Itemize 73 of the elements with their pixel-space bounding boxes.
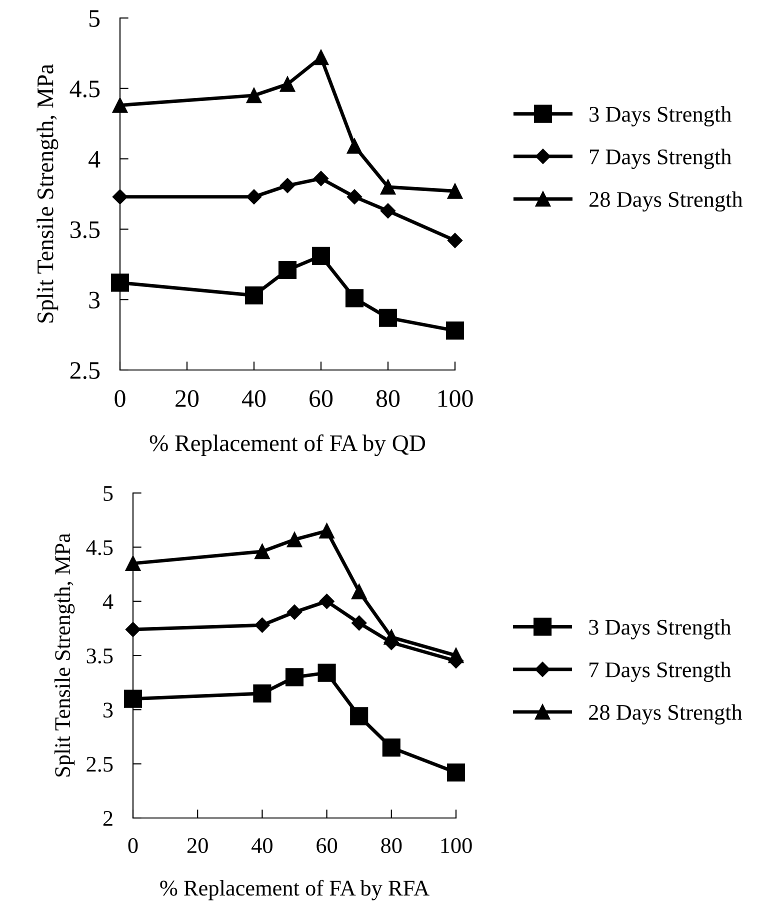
- x-tick-label: 100: [438, 390, 473, 408]
- point: [112, 189, 128, 204]
- x-tick-label: 40: [252, 838, 272, 854]
- point: [345, 289, 364, 308]
- point: [318, 664, 336, 682]
- point: [352, 615, 367, 631]
- point: [380, 179, 396, 195]
- legend-label: 28 Days Strength: [590, 191, 743, 212]
- point: [280, 178, 296, 194]
- point: [313, 50, 329, 66]
- point: [286, 604, 302, 620]
- y-tick-label: 3: [89, 292, 100, 309]
- point: [346, 189, 362, 204]
- x-tick-label: 100: [441, 838, 472, 854]
- x-tick-label: 20: [187, 838, 208, 854]
- legend-label: 3 Days Strength: [589, 619, 731, 640]
- y-tick-label: 4.5: [86, 540, 113, 556]
- y-tick-label: 2: [103, 810, 112, 826]
- y-axis-title: Split Tensile Strength, MPa: [54, 533, 75, 776]
- point: [278, 261, 297, 280]
- y-tick-label: 3: [104, 702, 113, 718]
- point: [285, 668, 304, 686]
- point: [446, 763, 466, 782]
- point: [346, 138, 362, 154]
- point: [125, 556, 141, 572]
- point: [350, 707, 368, 726]
- point: [380, 203, 396, 218]
- y-tick-label: 4: [88, 151, 100, 168]
- y-tick-label: 5: [90, 10, 100, 27]
- point: [378, 308, 398, 327]
- point: [244, 286, 264, 304]
- point: [447, 184, 463, 199]
- point: [254, 618, 270, 633]
- point: [312, 246, 330, 265]
- point: [125, 622, 141, 638]
- point: [382, 738, 400, 757]
- y-tick-label: 3.5: [86, 648, 113, 664]
- point: [246, 189, 262, 204]
- legend-label: 28 Days Strength: [589, 704, 742, 724]
- point: [319, 523, 334, 539]
- x-tick-label: 60: [316, 838, 338, 854]
- legend-label: 7 Days Strength: [590, 148, 732, 169]
- y-tick-label: 3.5: [70, 221, 100, 238]
- x-tick-label: 80: [381, 838, 402, 854]
- point: [253, 684, 272, 702]
- y-tick-label: 5: [104, 486, 113, 501]
- x-tick-label: 0: [114, 390, 126, 408]
- point: [110, 274, 130, 292]
- point: [246, 88, 262, 104]
- x-tick-label: 60: [310, 390, 333, 408]
- x-tick-label: 80: [376, 390, 400, 408]
- point: [446, 322, 464, 340]
- point: [124, 690, 142, 708]
- y-tick-label: 2.5: [86, 756, 113, 772]
- y-axis-title: Split Tensile Strength, MPa: [36, 64, 58, 323]
- x-tick-label: 40: [242, 390, 266, 408]
- x-axis-title: % Replacement of FA by QD: [150, 434, 426, 456]
- y-tick-label: 4.5: [70, 80, 100, 98]
- point: [112, 98, 128, 113]
- x-axis-title: % Replacement of FA by RFA: [160, 880, 430, 900]
- y-tick-label: 2.5: [70, 362, 100, 380]
- legend-label: 3 Days Strength: [590, 106, 732, 126]
- point: [351, 584, 367, 600]
- point: [286, 532, 302, 548]
- x-tick-label: 20: [176, 390, 199, 408]
- y-tick-label: 4: [102, 594, 114, 610]
- point: [254, 544, 270, 560]
- point: [280, 76, 296, 92]
- x-tick-label: 0: [128, 838, 138, 854]
- legend-label: 7 Days Strength: [590, 662, 731, 682]
- point: [313, 170, 329, 186]
- point: [447, 232, 463, 248]
- point: [319, 594, 334, 609]
